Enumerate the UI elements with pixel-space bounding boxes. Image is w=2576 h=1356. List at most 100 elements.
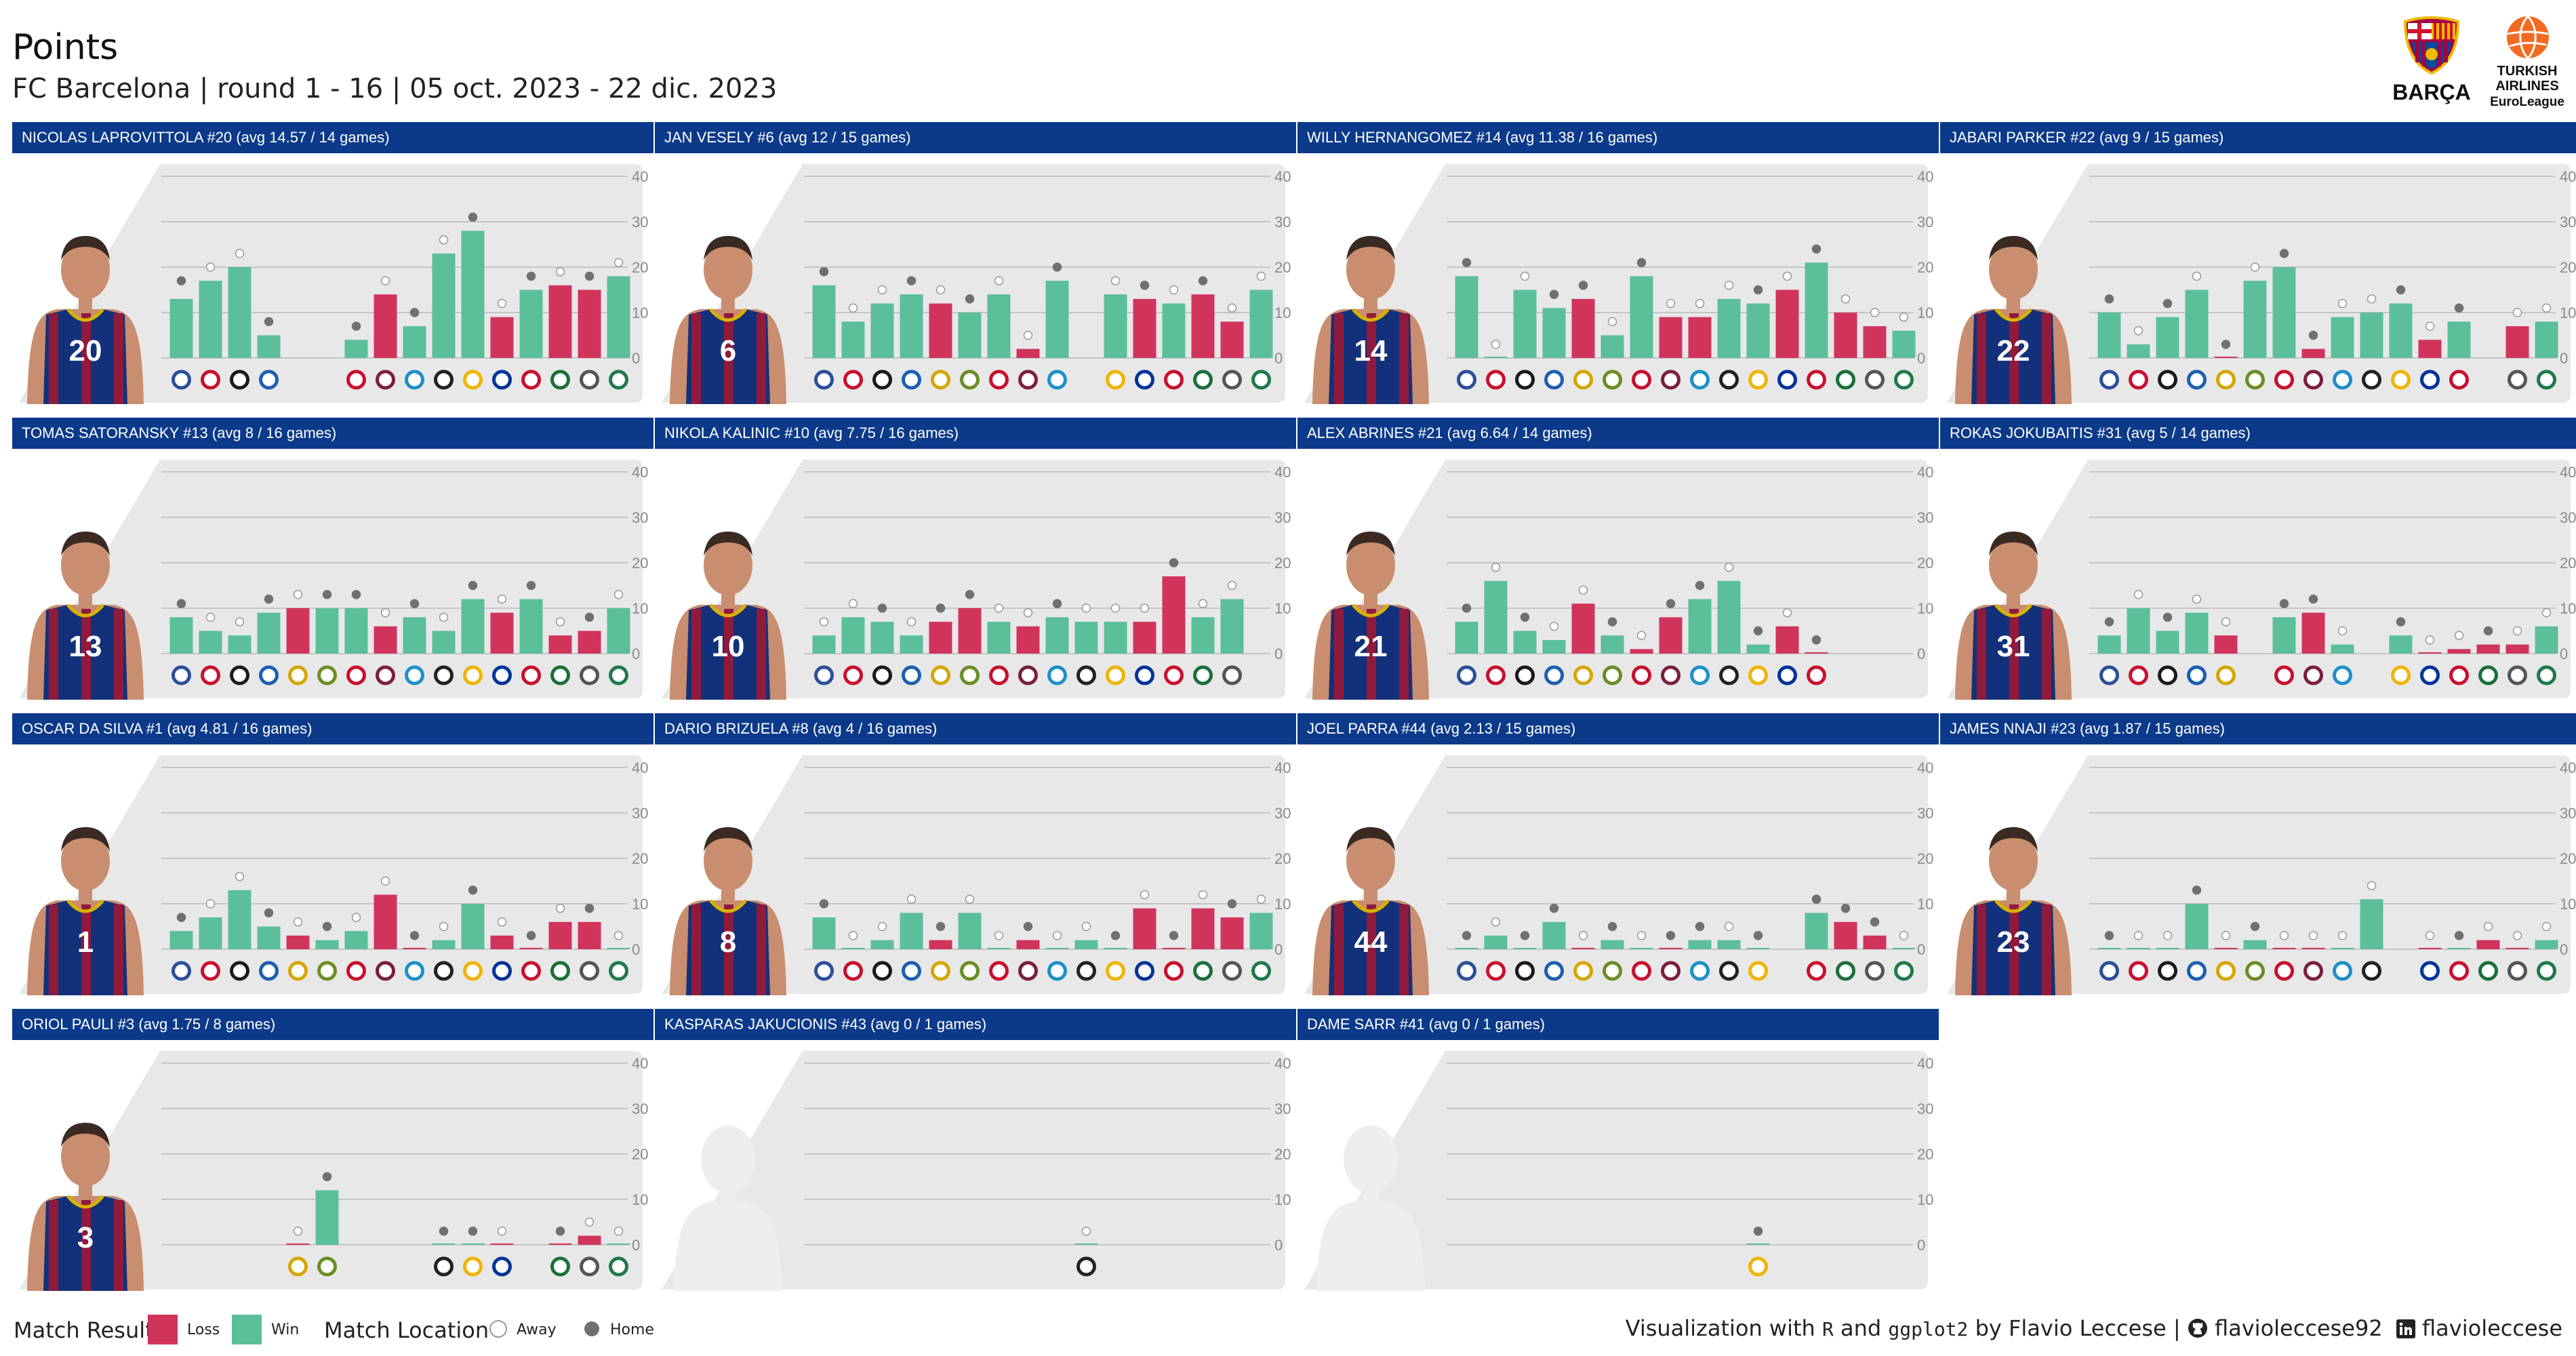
bar <box>1016 940 1040 949</box>
opponent-logo-icon <box>521 370 541 390</box>
opponent-logo-icon <box>814 665 834 685</box>
opponent-logo-icon <box>1076 665 1096 685</box>
away-dot <box>2541 303 2552 313</box>
opponent-logo-icon <box>463 665 483 685</box>
y-tick-label: 10 <box>632 600 648 617</box>
player-panel: OSCAR DA SILVA #1 (avg 4.81 / 16 games) 0… <box>12 713 653 1005</box>
barca-wordmark: BARÇA <box>2392 80 2471 104</box>
bar <box>900 913 923 949</box>
away-dot <box>877 285 887 295</box>
away-dot <box>205 262 216 272</box>
opponent-logo-icon <box>2216 370 2236 390</box>
away-dot <box>1520 271 1530 281</box>
opponent-logo-icon <box>1222 961 1242 981</box>
player-chart: 0 10 20 30 40 22 <box>1947 164 2576 404</box>
y-tick-label: 30 <box>1274 1100 1291 1117</box>
home-dot <box>1462 258 1472 268</box>
credits-and: and <box>1840 1315 1882 1341</box>
away-dot <box>235 617 245 626</box>
opponent-logo-icon <box>405 370 424 390</box>
y-tick-label: 20 <box>2560 259 2576 276</box>
bar <box>1542 639 1566 654</box>
opponent-logo-icon <box>1486 961 1506 981</box>
plot-background <box>1304 1051 1928 1290</box>
player-photo: 3 <box>27 1123 144 1291</box>
opponent-logo-icon <box>2099 665 2119 685</box>
away-dot <box>2250 262 2260 272</box>
opponent-logo-icon <box>1865 961 1885 981</box>
opponent-logo-icon <box>1544 665 1564 685</box>
away-dot <box>2337 626 2348 636</box>
bar <box>1104 948 1127 949</box>
opponent-logo-icon <box>1748 961 1768 981</box>
bar <box>1746 644 1770 654</box>
away-dot <box>497 917 507 927</box>
home-dot <box>1607 617 1617 626</box>
jersey-number: 6 <box>720 334 736 367</box>
player-panel-title: DARIO BRIZUELA #8 (avg 4 / 16 games) <box>655 713 1296 744</box>
opponent-logo-icon <box>1193 961 1213 981</box>
bar <box>1746 948 1770 949</box>
bar <box>578 631 601 654</box>
away-dot <box>439 235 449 245</box>
away-dot <box>2367 881 2377 890</box>
away-dot <box>380 607 390 618</box>
player-photo: 21 <box>1312 532 1429 700</box>
home-dot <box>965 294 975 304</box>
opponent-logo-icon <box>1836 961 1855 981</box>
jersey-number: 13 <box>69 630 102 663</box>
bar <box>929 622 952 654</box>
opponent-logo-icon <box>172 665 191 685</box>
home-dot <box>2454 303 2464 313</box>
legend-result-label: Match Result <box>14 1317 154 1343</box>
home-dot <box>584 903 595 913</box>
opponent-logo-icon <box>1573 370 1593 390</box>
home-dot <box>2104 294 2114 304</box>
bar <box>2418 340 2442 358</box>
home-dot <box>935 921 946 932</box>
opponent-logo-icon <box>1193 370 1213 390</box>
bar <box>2185 290 2209 358</box>
home-dot <box>2104 931 2114 940</box>
bar <box>432 1243 456 1245</box>
away-dot <box>1899 312 1909 322</box>
opponent-logo-icon <box>1573 665 1593 685</box>
away-dot <box>1636 631 1647 640</box>
home-dot <box>526 931 536 940</box>
opponent-logo-icon <box>259 665 279 685</box>
legend-loss-swatch <box>148 1315 178 1344</box>
bar <box>2214 357 2238 358</box>
jersey-number: 10 <box>712 630 745 663</box>
bar <box>1717 298 1741 358</box>
y-tick-label: 10 <box>2560 896 2576 913</box>
jersey-number: 8 <box>720 925 736 959</box>
bar <box>1542 308 1566 358</box>
away-dot <box>2221 617 2231 626</box>
bar <box>1513 948 1537 949</box>
bar <box>1133 908 1156 949</box>
home-dot <box>2192 885 2202 895</box>
credits-lang-ggplot: ggplot2 <box>1888 1318 1969 1340</box>
away-dot <box>235 249 245 258</box>
bar <box>1805 913 1828 949</box>
bar <box>2301 948 2325 949</box>
opponent-logo-icon <box>2099 370 2119 390</box>
bar <box>257 335 281 358</box>
away-dot <box>1724 281 1734 290</box>
y-tick-label: 40 <box>1917 759 1933 776</box>
player-photo <box>674 1125 782 1291</box>
bar <box>958 913 982 949</box>
player-photo: 13 <box>27 532 144 700</box>
opponent-logo-icon <box>960 665 980 685</box>
away-dot <box>555 266 565 277</box>
bar <box>2535 940 2558 949</box>
jersey-number: 14 <box>1354 334 1388 367</box>
bar <box>1775 290 1799 358</box>
euroleague-line1: TURKISH <box>2497 64 2558 79</box>
opponent-logo-icon <box>2187 665 2207 685</box>
home-dot <box>468 1227 478 1236</box>
away-dot <box>1607 317 1617 327</box>
home-dot <box>1110 931 1121 940</box>
bar <box>2360 313 2383 358</box>
